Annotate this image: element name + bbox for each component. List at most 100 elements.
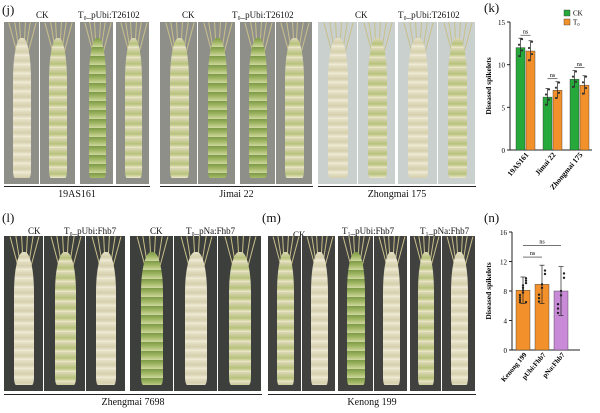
wheat-spike [141, 251, 163, 385]
data-point [540, 286, 544, 290]
data-point [559, 294, 563, 297]
caption-j-2: Jimai 22 [219, 189, 254, 200]
wheat-spike [367, 38, 387, 178]
data-point [527, 59, 531, 62]
x-tick-label: Jimai 22 [533, 150, 558, 177]
data-point [518, 293, 522, 297]
wheat-spike [310, 251, 328, 385]
spike-photo [240, 22, 276, 184]
legend-swatch [563, 18, 571, 26]
data-point [543, 269, 547, 272]
wheat-spike [450, 251, 468, 385]
spike-photo [442, 236, 476, 391]
panel-letter-k: (k) [484, 0, 500, 15]
wheat-spike [14, 251, 34, 385]
data-point [518, 301, 522, 304]
spike-photo [318, 22, 358, 184]
spike-photo [198, 22, 236, 184]
caption-m: Kenong 199 [347, 397, 397, 408]
wheat-spike [13, 38, 31, 178]
caption-j-3: Zhongmai 175 [367, 189, 427, 200]
data-point [584, 86, 588, 90]
panel-letter-l: (l) [2, 210, 15, 225]
spike-photo [116, 22, 150, 184]
spike-photo [218, 236, 262, 391]
label-l-1: CK [28, 226, 41, 236]
spike-photo [160, 22, 198, 184]
data-point [520, 38, 524, 41]
label-j-t-2: T₀_pUbi:T26102 [232, 10, 294, 20]
data-point [562, 272, 566, 275]
rule-m [268, 394, 476, 395]
data-point [557, 81, 561, 84]
label-l-2: T₀_pUbi:Fhb7 [64, 226, 117, 236]
bar [579, 84, 590, 151]
panel-letter-n: (n) [484, 210, 500, 225]
wheat-spike [285, 38, 304, 178]
data-point [556, 311, 560, 315]
rule-j-1 [4, 186, 150, 187]
wheat-spike [169, 38, 189, 178]
significance-label: ns [550, 73, 556, 79]
y-tick-label: 8 [504, 288, 508, 296]
label-l-3: CK [150, 226, 163, 236]
bar [525, 50, 536, 151]
data-point [559, 289, 563, 293]
y-tick-label: 12 [500, 259, 508, 267]
data-point [574, 70, 578, 73]
wheat-spike [328, 38, 348, 178]
spike-photo [44, 236, 86, 391]
legend-entry: CK [573, 10, 583, 18]
data-point [556, 302, 560, 306]
data-point [530, 40, 534, 43]
data-point [521, 291, 525, 294]
data-point [554, 86, 558, 89]
bar [552, 90, 563, 151]
spike-photo [276, 22, 313, 184]
data-point [527, 46, 531, 50]
y-tick-label: 0 [504, 347, 508, 355]
label-m-3: T₁_pNa:Fhb7 [420, 226, 470, 236]
wheat-spike [54, 251, 76, 385]
significance-label: ns [523, 30, 529, 36]
wheat-spike [276, 251, 294, 385]
panel-letter-j: (j) [2, 2, 15, 17]
legend-entry: T₀ [573, 19, 580, 27]
data-point [524, 301, 528, 304]
rule-l [4, 394, 262, 395]
spike-photo [410, 236, 442, 391]
data-point [537, 296, 541, 300]
label-j-ck-3: CK [355, 10, 368, 20]
spike-photo [86, 236, 126, 391]
wheat-spike [185, 251, 207, 385]
caption-l: Zhengmai 7698 [101, 397, 165, 408]
spike-photo [338, 236, 374, 391]
bar [515, 47, 526, 151]
data-point [581, 81, 585, 84]
spike-photo [174, 236, 218, 391]
data-point [521, 286, 525, 290]
rule-j-2 [160, 186, 313, 187]
spike-photo [80, 22, 114, 184]
wheat-spike [418, 251, 434, 385]
data-point [547, 98, 551, 101]
data-point [571, 85, 575, 88]
wheat-spike [249, 38, 267, 178]
y-tick-label: 0 [502, 147, 506, 155]
data-point [530, 52, 534, 56]
wheat-spike [229, 251, 251, 385]
wheat-spike [96, 251, 116, 385]
rule-j-3 [318, 186, 476, 187]
y-tick-label: 15 [498, 19, 506, 27]
label-m-2: T₁_pUbi:Fhb7 [342, 226, 395, 236]
data-point [562, 276, 566, 280]
label-j-t-1: T₀_pUbi:T26102 [78, 10, 140, 20]
wheat-spike [88, 38, 106, 178]
bar [569, 78, 580, 151]
wheat-spike [347, 251, 365, 385]
y-axis-label: Diseased spikelets [484, 57, 493, 114]
data-point [521, 289, 525, 292]
significance-label: ns [577, 62, 583, 68]
caption-j-1: 19AS161 [58, 189, 96, 200]
data-point [544, 103, 548, 106]
